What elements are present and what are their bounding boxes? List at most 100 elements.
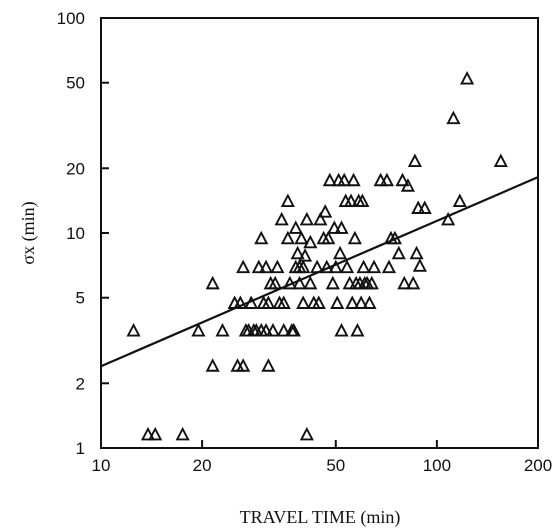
data-point [290,245,305,260]
data-point [347,230,362,245]
data-point [355,193,370,208]
y-axis-label: σx (min) [18,201,39,264]
data-point [311,295,326,309]
data-point [417,200,432,214]
data-point [446,110,461,125]
data-point [268,275,283,290]
data-point [397,275,412,290]
x-tick-label: 10 [92,456,111,475]
data-point [280,230,295,245]
data-point [318,204,333,218]
data-point [333,245,348,260]
data-point [362,295,377,309]
data-point [286,322,301,337]
data-point [236,358,251,372]
x-tick-label: 200 [524,456,552,475]
data-point [215,322,230,337]
data-point [319,259,334,274]
data-point [356,259,371,274]
data-point [282,275,297,290]
data-point [345,295,360,309]
data-point [400,178,416,192]
data-point [233,295,248,309]
data-point [406,275,421,290]
data-point [244,295,259,309]
x-axis-label: TRAVEL TIME (min) [240,507,401,528]
data-point [294,230,309,245]
data-point [265,322,281,337]
y-tick-label: 10 [66,224,85,243]
data-point [409,245,424,260]
data-point [258,322,274,337]
x-axis-ticks: 10 20 50 100 200 [92,440,552,475]
data-point [296,259,311,274]
data-point [412,258,427,272]
data-points [126,71,508,441]
data-point [391,245,406,260]
data-point [254,230,269,245]
data-point [140,426,156,441]
data-point [258,259,274,274]
data-point [299,211,314,226]
data-point [274,211,289,226]
x-tick-label: 50 [326,456,345,475]
data-point [364,275,379,290]
data-point [303,275,318,290]
data-point [366,259,382,274]
data-point [493,153,508,167]
data-point [175,426,190,441]
data-point [288,220,303,234]
data-point [395,172,410,187]
data-point [322,172,337,187]
data-point [205,358,220,372]
data-point [354,295,369,309]
data-point [236,259,251,274]
data-point [334,322,349,337]
data-point [191,322,206,337]
data-point [441,211,456,226]
data-point [276,295,291,309]
data-point [334,220,349,234]
data-point [310,259,325,274]
data-point [270,259,285,274]
y-tick-label: 50 [66,74,85,93]
y-tick-label: 20 [66,159,85,178]
data-point [280,193,295,208]
data-point [313,211,328,226]
data-point [325,275,340,290]
data-point [321,230,336,245]
data-point [452,193,467,208]
data-point [148,426,163,441]
data-point [296,295,311,309]
data-point [261,358,276,372]
data-point [350,322,365,337]
data-point [330,295,345,309]
y-tick-label: 2 [76,374,85,393]
x-tick-label: 20 [193,456,212,475]
data-point [346,172,361,187]
data-point [339,259,355,274]
data-point [303,234,318,249]
data-point [251,259,266,274]
x-tick-label: 100 [423,456,451,475]
data-point [407,153,422,167]
data-point [379,172,394,187]
data-point [299,426,314,441]
data-point [297,248,313,262]
data-point [387,230,402,245]
data-point [126,322,141,337]
data-point [261,295,276,309]
data-point [381,259,397,274]
data-point [343,193,359,208]
data-point [337,172,352,187]
y-tick-label: 1 [76,439,85,458]
y-tick-label: 100 [57,9,85,28]
data-point [205,275,220,290]
y-axis-ticks: 1 2 5 10 20 50 100 [57,9,109,458]
data-point [276,322,291,337]
data-point [328,259,343,274]
data-point [327,220,342,234]
data-point [292,275,307,290]
y-tick-label: 5 [76,289,85,308]
